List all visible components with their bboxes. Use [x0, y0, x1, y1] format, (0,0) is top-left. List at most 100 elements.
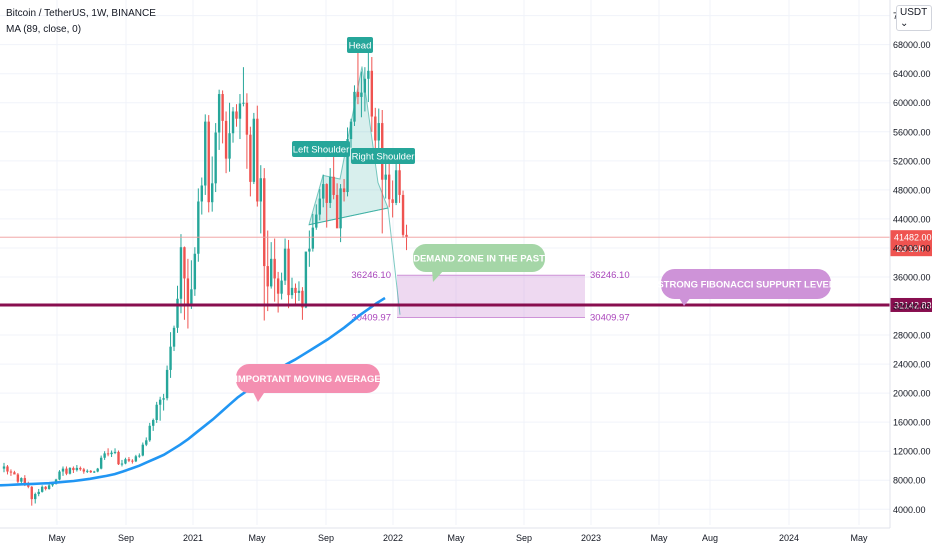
y-tick-label: 64000.00: [893, 69, 931, 79]
y-axis: 4000.00 8000.00 12000.00 16000.00 20000.00 24…: [889, 0, 931, 528]
candle-body: [120, 463, 124, 465]
candle-body: [162, 398, 165, 400]
candle-body: [256, 118, 259, 202]
y-tick-label: 36000.00: [893, 272, 931, 282]
candle-body: [356, 91, 360, 97]
candle-body: [141, 444, 144, 456]
y-tick-label: 12000.00: [893, 447, 931, 457]
candle-body: [211, 183, 214, 203]
symbol-title[interactable]: Bitcoin / TetherUS, 1W, BINANCE: [6, 8, 156, 19]
current-price-tag: [890, 230, 932, 257]
candle-body: [145, 440, 148, 445]
left-shoulder-label: Left Shoulder: [292, 141, 350, 157]
candle-body: [259, 178, 262, 202]
chevron-down-icon: ⌄: [900, 18, 909, 29]
candle-body: [266, 266, 269, 287]
candle-body: [276, 278, 280, 294]
moving-average-line: [0, 296, 386, 487]
candle-body: [20, 478, 23, 482]
target-projection: [387, 207, 401, 315]
candle-body: [155, 404, 158, 420]
currency-badge[interactable]: USDT ⌄: [896, 5, 932, 31]
candle-body: [68, 467, 72, 474]
candle-body: [183, 247, 186, 279]
candle-body: [263, 178, 266, 267]
fibonacci-label: STRONG FIBONACCI SUPPURT LEVEL: [657, 269, 835, 306]
candle-body: [332, 176, 335, 195]
candle-body: [127, 459, 131, 461]
tag-text: Left Shoulder: [293, 145, 350, 156]
x-tick-label: May: [850, 533, 868, 543]
demand-zone: 36246.10 36246.10 30409.97 30409.97: [351, 270, 629, 323]
candle-body: [204, 121, 207, 186]
candle-body: [99, 457, 103, 469]
candle-body: [9, 471, 13, 473]
candle-body: [401, 194, 405, 235]
candle-body: [315, 214, 318, 228]
label-box: [413, 244, 545, 272]
moving-average-label: IMPORTANT MOVING AVERAGE: [235, 364, 381, 402]
y-tick-label: 20000.00: [893, 389, 931, 399]
candle-body: [169, 346, 172, 370]
candle-body: [249, 134, 252, 182]
candle-body: [273, 258, 276, 279]
moving-average-series: [0, 296, 386, 487]
candle-body: [51, 483, 54, 486]
candle-body: [117, 451, 120, 465]
candle-body: [47, 485, 51, 489]
candle-body: [269, 258, 273, 287]
x-tick-label: May: [447, 533, 465, 543]
candle-body: [238, 103, 242, 119]
candle-body: [89, 470, 92, 473]
candle-body: [30, 486, 33, 500]
candle-body: [165, 369, 169, 399]
x-axis: May Sep 2021 May Sep 2022 May Sep 2023 May Aug 2024…: [0, 527, 890, 543]
candle-body: [134, 456, 138, 462]
x-tick-label: 2021: [183, 533, 203, 543]
y-tick-label: 32000.00: [893, 302, 931, 312]
tag-box: [351, 148, 415, 164]
candle-body: [82, 469, 86, 472]
candle-body: [186, 278, 190, 304]
candle-body: [322, 184, 325, 199]
candle-body: [106, 453, 110, 455]
candle-body: [342, 188, 346, 193]
candle-body: [231, 111, 235, 134]
candle-body: [131, 460, 134, 462]
y-tick-label: 28000.00: [893, 331, 931, 341]
neckline: [308, 207, 389, 226]
y-tick-label: 68000.00: [893, 40, 931, 50]
candle-body: [398, 170, 401, 195]
candle-body: [6, 466, 9, 472]
candle-body: [86, 470, 89, 472]
y-tick-label: 44000.00: [893, 214, 931, 224]
x-tick-label: Sep: [118, 533, 134, 543]
zone-top-label-left: 36246.10: [351, 270, 391, 281]
candle-body: [346, 139, 349, 193]
zone-top-label-right: 36246.10: [590, 270, 630, 281]
candle-body: [367, 70, 370, 79]
tag-text: Right Shoulder: [352, 152, 415, 163]
label-box: [236, 364, 380, 393]
candle-body: [394, 170, 398, 203]
candle-body: [96, 468, 99, 472]
candle-body: [360, 92, 363, 97]
indicator-legend[interactable]: MA (89, close, 0): [6, 24, 82, 35]
candle-body: [197, 201, 200, 254]
candle-body: [290, 287, 294, 296]
candle-body: [27, 485, 30, 487]
candle-body: [349, 121, 353, 140]
x-tick-label: 2023: [581, 533, 601, 543]
label-text: DEMAND ZONE IN THE PAST: [413, 254, 545, 265]
candle-body: [179, 247, 183, 299]
y-tick-label: 8000.00: [893, 476, 926, 486]
candle-body: [283, 248, 287, 281]
head-label: Head: [347, 37, 373, 53]
candle-body: [214, 132, 217, 184]
candle-body: [110, 452, 113, 455]
y-tick-label: 16000.00: [893, 418, 931, 428]
candle-body: [200, 185, 203, 202]
x-tick-label: May: [650, 533, 668, 543]
